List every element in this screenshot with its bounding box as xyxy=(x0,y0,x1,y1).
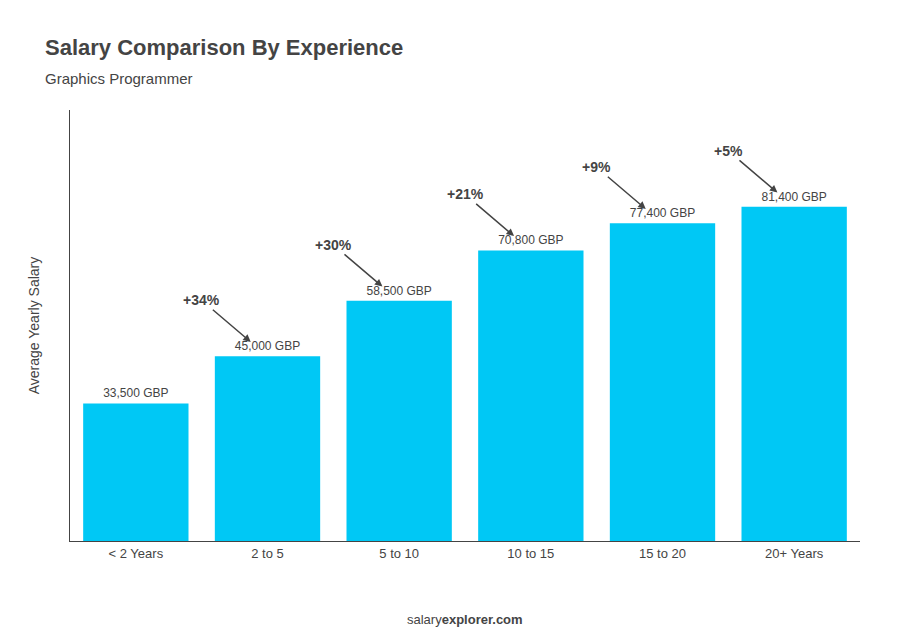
svg-text:58,500 GBP: 58,500 GBP xyxy=(366,284,431,298)
svg-text:+30%: +30% xyxy=(315,237,352,253)
svg-text:2 to 5: 2 to 5 xyxy=(251,546,284,561)
svg-text:+34%: +34% xyxy=(183,292,220,308)
svg-text:Graphics Programmer: Graphics Programmer xyxy=(45,70,193,87)
svg-text:10 to 15: 10 to 15 xyxy=(507,546,554,561)
svg-text:20+ Years: 20+ Years xyxy=(765,546,824,561)
svg-text:15 to 20: 15 to 20 xyxy=(639,546,686,561)
svg-text:+5%: +5% xyxy=(714,143,743,159)
svg-text:70,800 GBP: 70,800 GBP xyxy=(498,233,563,247)
svg-text:+21%: +21% xyxy=(447,186,484,202)
svg-text:+9%: +9% xyxy=(582,159,611,175)
svg-text:Average Yearly Salary: Average Yearly Salary xyxy=(26,257,42,395)
svg-text:salaryexplorer.com: salaryexplorer.com xyxy=(407,612,523,627)
svg-text:5 to 10: 5 to 10 xyxy=(379,546,419,561)
svg-text:Salary Comparison By Experienc: Salary Comparison By Experience xyxy=(45,35,403,60)
svg-text:77,400 GBP: 77,400 GBP xyxy=(630,206,695,220)
svg-text:33,500 GBP: 33,500 GBP xyxy=(103,386,168,400)
svg-text:45,000 GBP: 45,000 GBP xyxy=(235,339,300,353)
svg-text:81,400 GBP: 81,400 GBP xyxy=(761,190,826,204)
svg-text:< 2 Years: < 2 Years xyxy=(109,546,164,561)
